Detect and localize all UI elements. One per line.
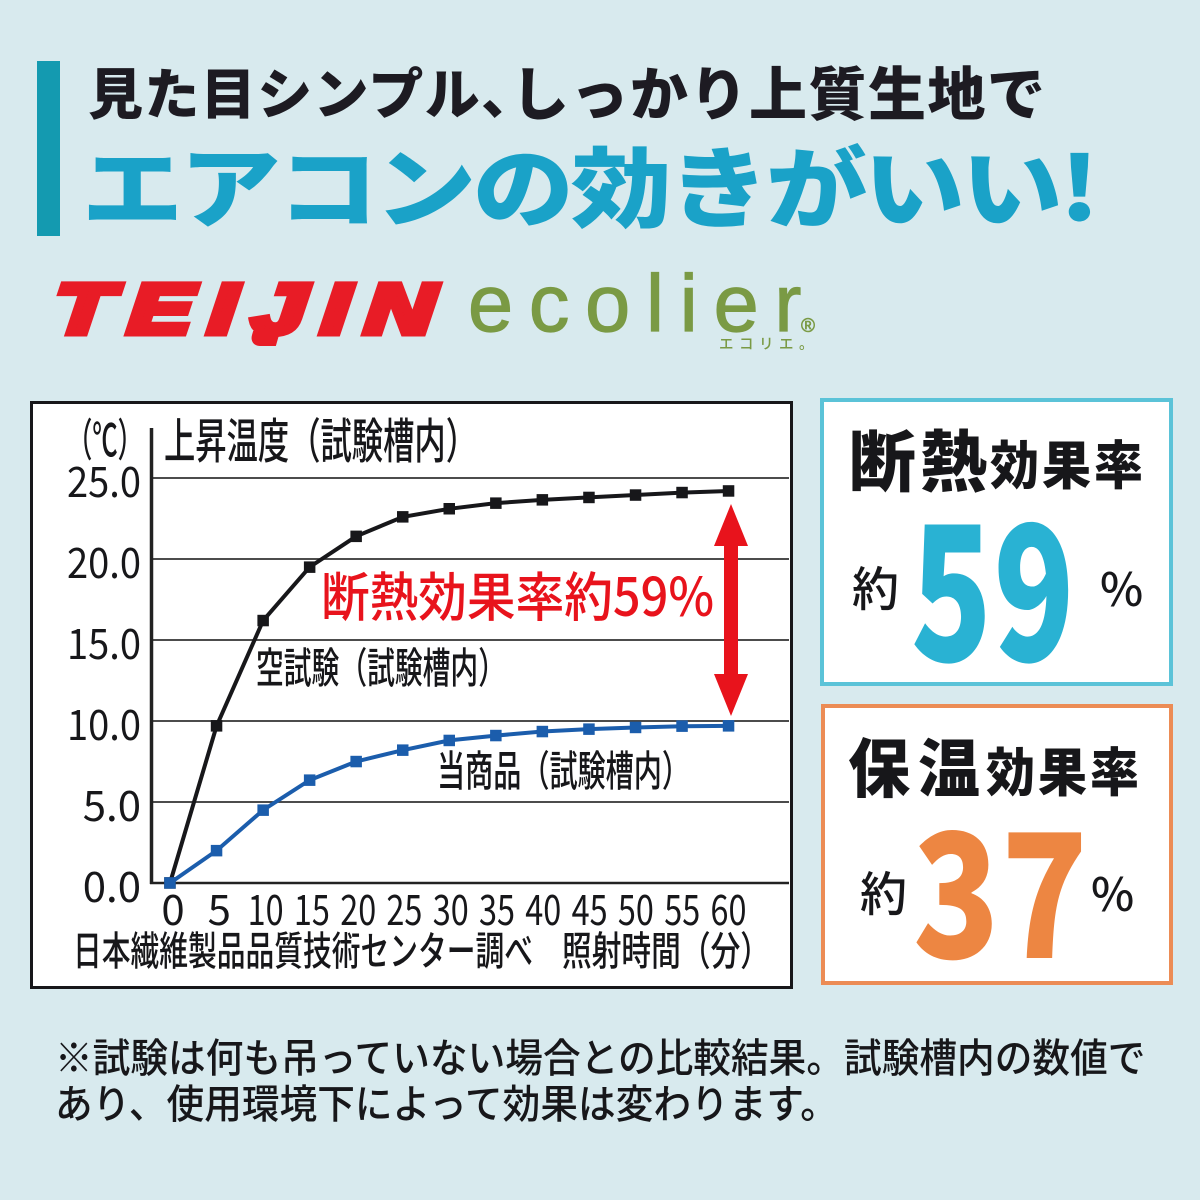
svg-text:日本繊維製品品質技術センター調べ: 日本繊維製品品質技術センター調べ (73, 919, 533, 977)
svg-text:20.0: 20.0 (67, 530, 141, 591)
svg-text:60: 60 (711, 877, 747, 938)
svg-text:25: 25 (386, 877, 422, 938)
svg-text:15: 15 (294, 877, 330, 938)
svg-text:15.0: 15.0 (67, 611, 141, 672)
svg-text:5.0: 5.0 (83, 773, 141, 834)
svg-text:（℃）: （℃） (67, 404, 143, 469)
svg-text:上昇温度（試験槽内）: 上昇温度（試験槽内） (164, 402, 477, 472)
svg-text:55: 55 (664, 877, 700, 938)
svg-text:35: 35 (479, 877, 515, 938)
svg-text:25.0: 25.0 (67, 449, 141, 510)
svg-text:30: 30 (433, 877, 469, 938)
svg-text:50: 50 (618, 877, 654, 938)
svg-text:40: 40 (525, 877, 561, 938)
svg-text:空試験（試験槽内）: 空試験（試験槽内） (256, 635, 506, 696)
svg-text:0: 0 (161, 877, 184, 938)
svg-text:5: 5 (208, 877, 231, 938)
svg-text:45: 45 (572, 877, 608, 938)
svg-text:当商品（試験槽内）: 当商品（試験槽内） (437, 738, 690, 799)
svg-text:断熱効果率約59%: 断熱効果率約59% (321, 556, 714, 632)
svg-text:10.0: 10.0 (67, 692, 141, 753)
svg-text:10: 10 (248, 877, 284, 938)
svg-text:照射時間（分）: 照射時間（分） (562, 919, 770, 977)
svg-text:20: 20 (340, 877, 376, 938)
svg-text:0.0: 0.0 (83, 854, 141, 915)
